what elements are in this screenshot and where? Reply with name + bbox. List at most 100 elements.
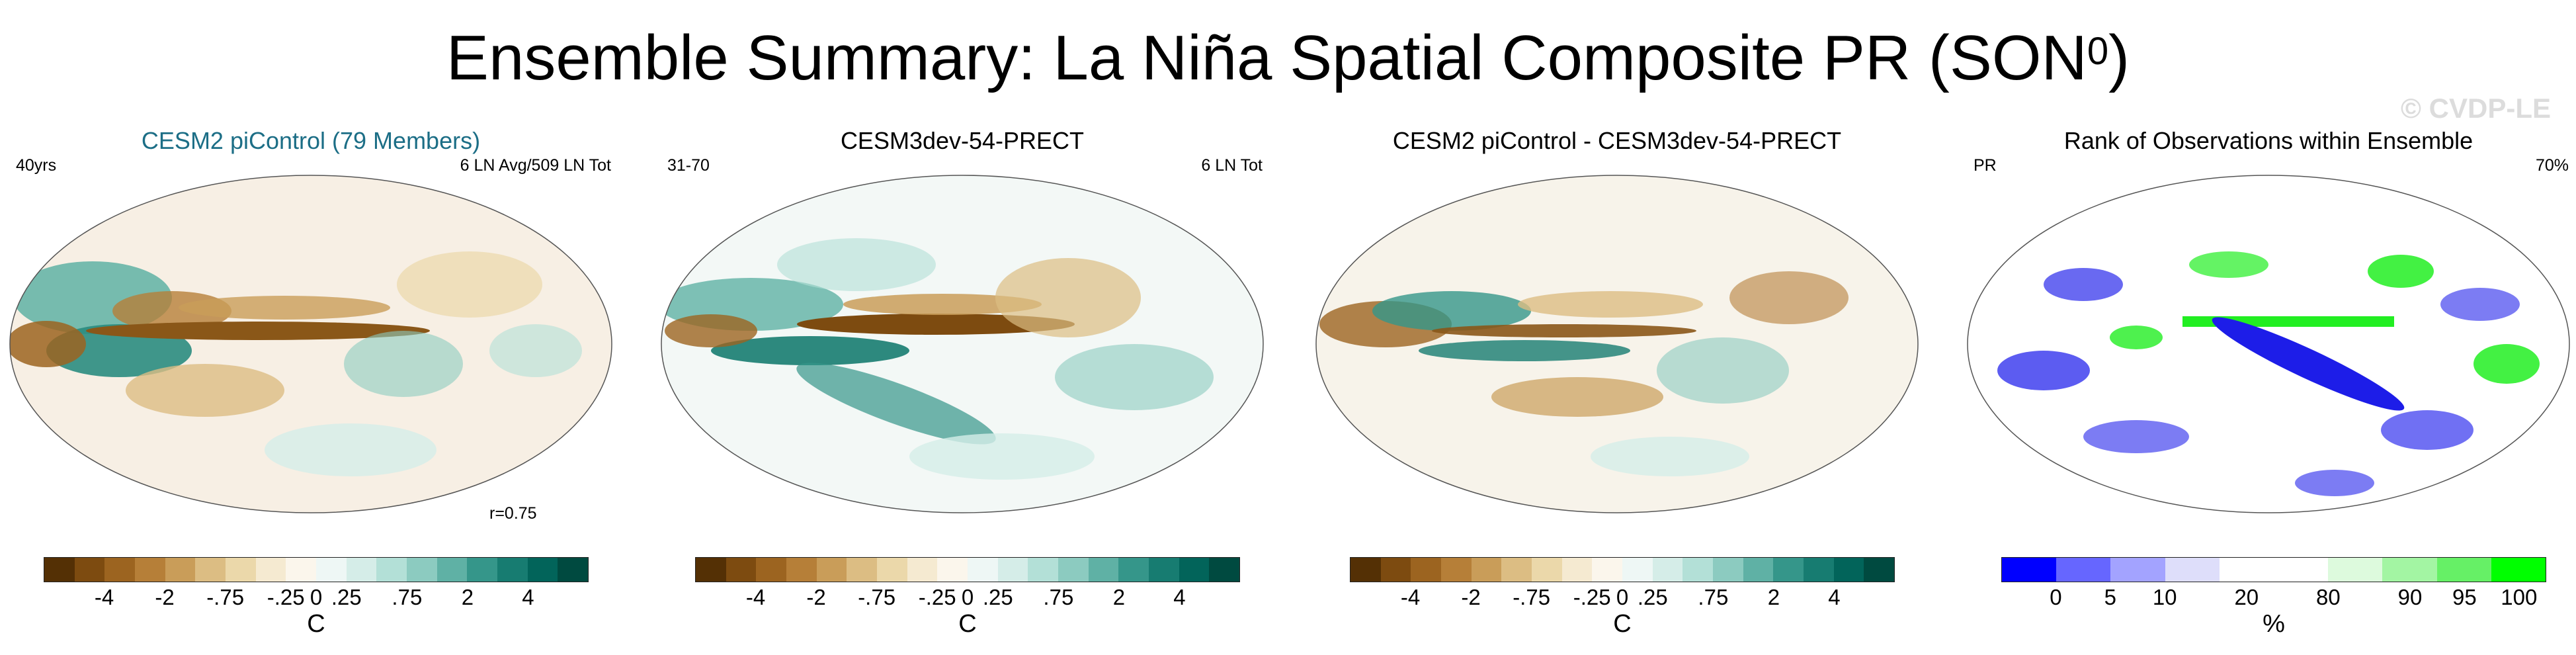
colorbar-swatch <box>2436 558 2491 582</box>
panel-title: CESM2 piControl (79 Members) <box>141 127 481 154</box>
colorbar-swatch <box>2274 558 2329 582</box>
colorbar-unit: C <box>307 610 325 638</box>
colorbar-tick-label: 2 <box>461 585 474 609</box>
composite-map <box>1315 175 1919 513</box>
colorbar-swatch <box>2110 558 2165 582</box>
colorbar-swatch <box>1501 558 1532 582</box>
colorbar-ticks: -4 -2 -.75 -.25 0 .25 .75 2 4 <box>695 585 1240 611</box>
colorbar-swatch <box>346 558 377 582</box>
rank-map <box>1967 175 2570 513</box>
precip-anomaly-field <box>10 251 582 476</box>
years-label: 31-70 <box>667 156 710 175</box>
colorbar-swatch <box>135 558 165 582</box>
colorbar-swatch <box>407 558 437 582</box>
variable-label: PR <box>1974 156 1997 175</box>
colorbar-swatch <box>968 558 998 582</box>
colorbar-swatch <box>527 558 558 582</box>
colorbar-tick-label: 100 <box>2501 585 2538 609</box>
panel-title: CESM3dev-54-PRECT <box>840 127 1085 154</box>
colorbar-swatch <box>2165 558 2220 582</box>
colorbar-tick-label: 95 <box>2452 585 2477 609</box>
colorbar-swatch <box>1209 558 1240 582</box>
colorbar-swatch <box>1179 558 1210 582</box>
colorbar-swatch <box>316 558 347 582</box>
colorbar <box>2001 557 2546 582</box>
panel-cesm3dev: CESM3dev-54-PRECT 31-70 6 LN Tot -4 -2 -.7… <box>658 126 1267 655</box>
colorbar-ticks: -4 -2 -.75 -.25 0 .25 .75 2 4 <box>1350 585 1895 611</box>
colorbar-tick-label: 4 <box>522 585 534 609</box>
colorbar-swatch <box>2219 558 2274 582</box>
colorbar-tick-label: 10 <box>2152 585 2177 609</box>
colorbar-tick-label: -.75 <box>858 585 896 609</box>
precip-anomaly-field <box>661 238 1214 480</box>
colorbar-swatch <box>1118 558 1149 582</box>
colorbar-swatch <box>997 558 1028 582</box>
percent-label: 70% <box>2535 156 2569 175</box>
colorbar-swatch <box>1028 558 1059 582</box>
page-title: Ensemble Summary: La Niña Spatial Compos… <box>446 22 2130 93</box>
colorbar-swatch <box>104 558 136 582</box>
panel-cesm2-picontrol: CESM2 piControl (79 Members) 40yrs 6 LN … <box>7 126 615 655</box>
colorbar-tick-label: 0 <box>961 585 974 609</box>
colorbar-tick-label: -.75 <box>1513 585 1551 609</box>
colorbar-swatch <box>2491 558 2546 582</box>
colorbar-tick-label: -.75 <box>206 585 245 609</box>
colorbar-ticks: 0 5 10 20 80 90 95 100 <box>2001 585 2546 611</box>
colorbar-tick-label: 0 <box>310 585 323 609</box>
colorbar-swatch <box>558 558 589 582</box>
colorbar-tick-label: -.25 <box>1573 585 1611 609</box>
years-label: 40yrs <box>16 156 57 175</box>
colorbar-swatch <box>2056 558 2111 582</box>
panel-difference: CESM2 piControl - CESM3dev-54-PRECT -4 -2… <box>1313 126 1921 655</box>
colorbar-swatch <box>847 558 878 582</box>
colorbar-swatch <box>2002 558 2057 582</box>
colorbar-swatch <box>1149 558 1179 582</box>
colorbar <box>695 557 1240 582</box>
colorbar-tick-label: 0 <box>2050 585 2062 609</box>
correlation-label: r=0.75 <box>489 504 537 523</box>
colorbar-swatch <box>726 558 757 582</box>
panel-rank-of-observations: Rank of Observations within Ensemble PR … <box>1964 126 2573 655</box>
colorbar-unit: % <box>2263 610 2285 638</box>
colorbar-swatch <box>74 558 105 582</box>
colorbar-tick-label: 4 <box>1173 585 1186 609</box>
colorbar-swatch <box>255 558 286 582</box>
event-count-label: 6 LN Avg/509 LN Tot <box>460 156 611 175</box>
event-count-label: 6 LN Tot <box>1201 156 1263 175</box>
colorbar-swatch <box>1592 558 1623 582</box>
colorbar-ticks: -4 -2 -.75 -.25 0 .25 .75 2 4 <box>44 585 589 611</box>
colorbar-tick-label: .25 <box>1637 585 1668 609</box>
colorbar-swatch <box>1652 558 1683 582</box>
colorbar-swatch <box>1622 558 1653 582</box>
colorbar-swatch <box>1804 558 1834 582</box>
colorbar-swatch <box>2328 558 2383 582</box>
colorbar-swatch <box>877 558 907 582</box>
colorbar-swatch <box>1471 558 1502 582</box>
map-background <box>1316 175 1918 513</box>
colorbar-tick-label: -.25 <box>918 585 956 609</box>
colorbar-swatch <box>165 558 196 582</box>
colorbar-swatch <box>937 558 968 582</box>
colorbar-swatch <box>2382 558 2437 582</box>
precip-anomaly-field <box>1319 271 1849 476</box>
colorbar-swatch <box>1350 558 1381 582</box>
colorbar-tick-label: 2 <box>1767 585 1780 609</box>
colorbar-tick-label: 0 <box>1616 585 1629 609</box>
colorbar-swatch <box>1683 558 1714 582</box>
colorbar-swatch <box>1743 558 1774 582</box>
colorbar-swatch <box>226 558 256 582</box>
colorbar-tick-label: -4 <box>1400 585 1421 609</box>
colorbar-swatch <box>816 558 847 582</box>
colorbar-tick-label: -2 <box>155 585 175 609</box>
colorbar-swatch <box>1532 558 1562 582</box>
colorbar-tick-label: -4 <box>745 585 766 609</box>
colorbar-tick-label: 5 <box>2104 585 2116 609</box>
colorbar-tick-label: .75 <box>1698 585 1729 609</box>
panel-title: Rank of Observations within Ensemble <box>2063 127 2473 154</box>
colorbar-tick-label: 2 <box>1112 585 1126 609</box>
colorbar-tick-label: 20 <box>2234 585 2259 609</box>
watermark: © CVDP-LE <box>2401 93 2551 124</box>
colorbar-swatch <box>1864 558 1895 582</box>
panel-title: CESM2 piControl - CESM3dev-54-PRECT <box>1392 127 1842 154</box>
colorbar <box>1350 557 1895 582</box>
